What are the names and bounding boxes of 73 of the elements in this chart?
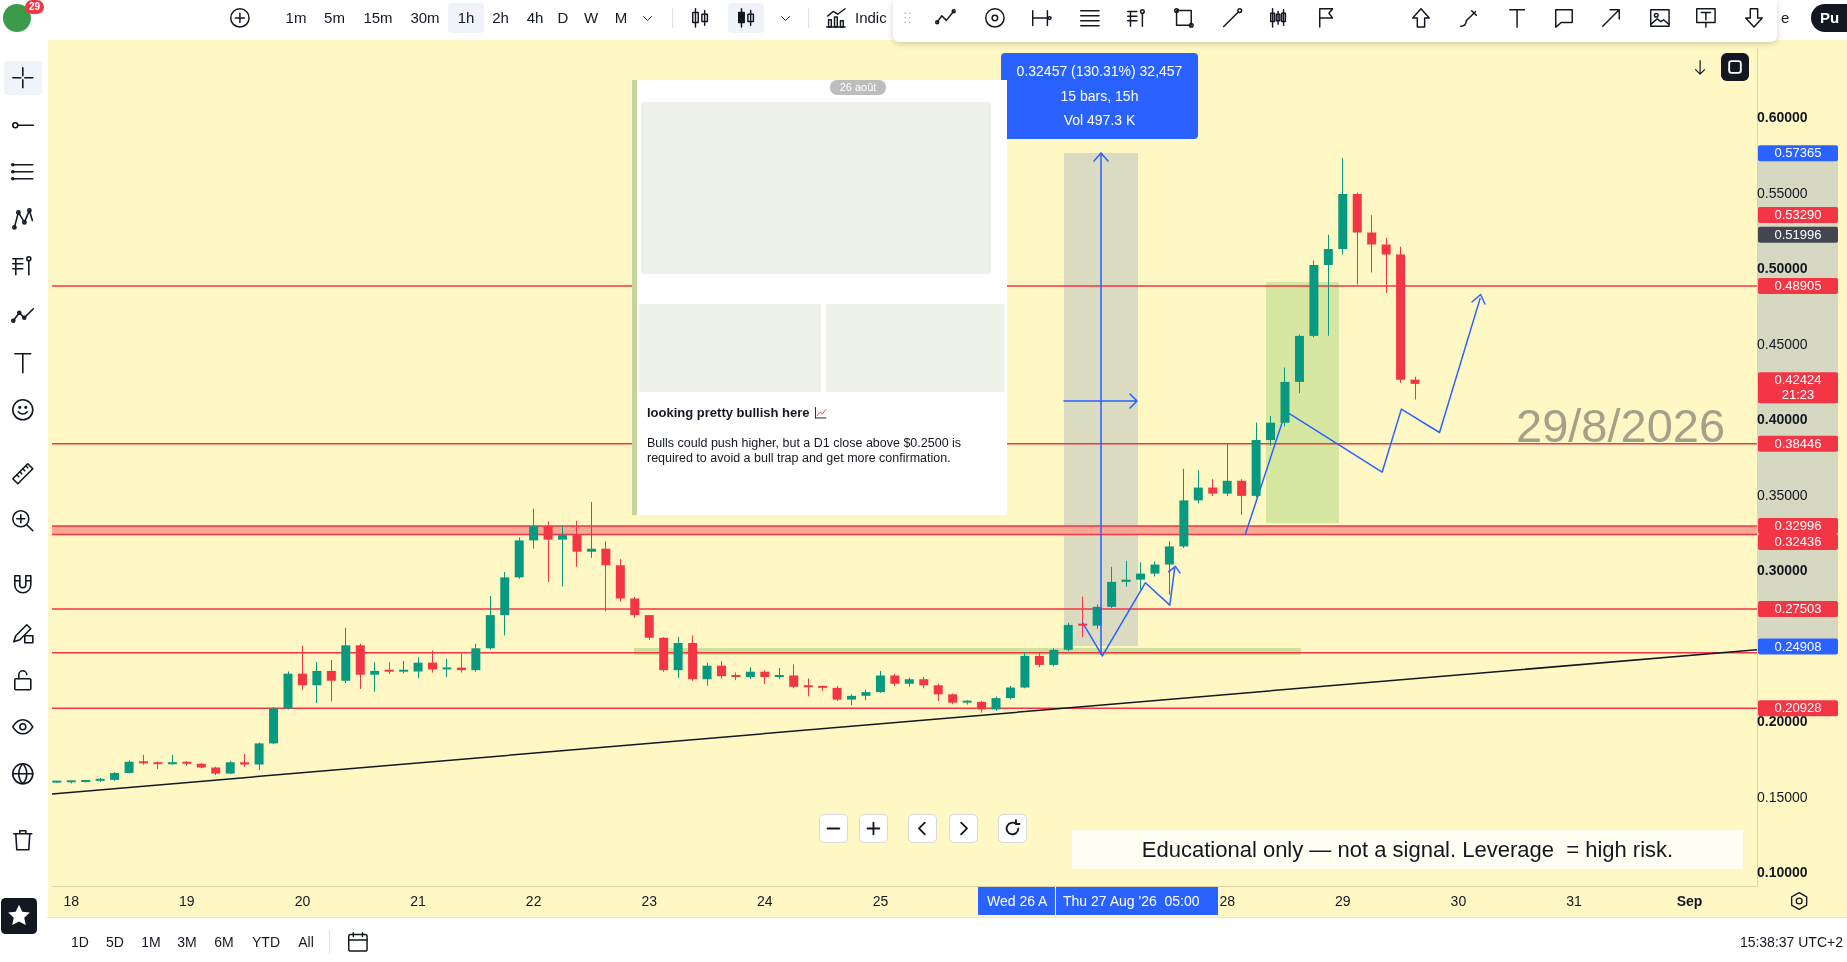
text: All (298, 933, 314, 951)
screenshot-picture: 26 août looking pretty bullish here Bulls could push higher, but a D1 close above $0.2500 is required to avoid a bull trap and get more confirmation. (632, 80, 1007, 515)
text: 0.42424 (1774, 372, 1822, 388)
x-tick-label: 24 (757, 893, 773, 910)
axis-tag: Wed 26 A (978, 887, 1055, 915)
annotation: Bulls could push higher, but a D1 close above $0.2500 is required to avoid a bull trap and get more confirmation. (647, 436, 963, 466)
ref-line-label: 0.32996 (1774, 518, 1822, 534)
y-tick-label: 0.10000 (1757, 864, 1808, 881)
y-tick-label: 0.20000 (1757, 713, 1808, 730)
text: 0.57365 (1774, 145, 1822, 161)
text: 4h (526, 9, 544, 27)
x-tick-label: 30 (1450, 893, 1467, 910)
text: YTD (252, 933, 280, 951)
x-tick-label: 21 (410, 893, 427, 910)
note-box: Educational only — not a signal. Leverage = high risk. (1072, 830, 1743, 869)
ref-line-label: 0.20928 (1774, 700, 1822, 716)
text: 1h (457, 9, 475, 27)
text: 1m (285, 9, 307, 27)
text: 6M (214, 933, 234, 951)
text: 30m (410, 9, 440, 27)
x-tick-label: 18 (63, 893, 80, 910)
text: D (557, 9, 569, 27)
x-tick-label: 31 (1566, 893, 1582, 910)
text: 3M (177, 933, 197, 951)
y-tick-label: 0.15000 (1757, 788, 1808, 805)
candlestick (558, 526, 568, 587)
text: 2h (492, 9, 509, 27)
annotation: Vol 497.3 K (1062, 111, 1137, 130)
text: Indic (855, 9, 887, 27)
text: 1M (141, 933, 161, 951)
text: W (583, 9, 599, 27)
text: 5D (106, 933, 124, 951)
annotation: 15 bars, 15h (1059, 86, 1140, 106)
y-tick-label: 0.55000 (1757, 184, 1808, 201)
annotation: 29/8/2026 (1516, 399, 1726, 452)
y-tick-label: 0.60000 (1757, 109, 1808, 126)
candlestick (370, 662, 380, 692)
text: 15:38:37 UTC+2 (1739, 933, 1843, 951)
text: 29 (25, 0, 44, 14)
ref-line-label: 0.32436 (1774, 534, 1822, 550)
text: 21:23 (1781, 387, 1815, 403)
y-tick-label: 0.45000 (1757, 335, 1808, 352)
tooltip: 0.32457 (130.31%) 32,457 15 bars, 15h Vol 497.3 K (1001, 53, 1198, 139)
y-tick-label: 0.30000 (1757, 562, 1808, 579)
axis-tag: Thu 27 Aug '26 05:00 (1056, 887, 1218, 915)
x-tick-label: 22 (525, 893, 542, 910)
text: e (1781, 9, 1790, 27)
annotation: looking pretty bullish here (647, 405, 810, 421)
x-tick-label: 29 (1335, 893, 1351, 910)
text: 5m (324, 9, 345, 27)
y-tick-label: 0.40000 (1757, 411, 1808, 428)
x-tick-label: 25 (872, 893, 889, 910)
ref-line-label: 0.38446 (1774, 435, 1822, 451)
y-tick-label: 0.50000 (1757, 260, 1808, 277)
text: 15m (363, 9, 393, 27)
text: 0.24908 (1774, 638, 1822, 654)
annotation: 0.32457 (130.31%) 32,457 (1015, 62, 1184, 81)
x-tick-label: 23 (641, 893, 658, 910)
ref-line-label: 0.48905 (1774, 278, 1822, 294)
text: 0.51996 (1774, 226, 1822, 242)
text: M (614, 9, 628, 27)
x-tick-label: 19 (179, 893, 195, 910)
date-pill: 26 août (830, 80, 886, 95)
text: 0.53290 (1774, 207, 1822, 223)
x-tick-label: 28 (1219, 893, 1236, 910)
x-tick-label: Sep (1676, 893, 1703, 910)
x-tick-label: 20 (294, 893, 311, 910)
y-tick-label: 0.35000 (1757, 486, 1808, 503)
candlestick (586, 502, 596, 558)
button: Pu (1811, 4, 1847, 32)
candlestick (66, 780, 76, 783)
ref-line-label: 0.27503 (1774, 601, 1822, 617)
text: 1D (71, 933, 89, 951)
